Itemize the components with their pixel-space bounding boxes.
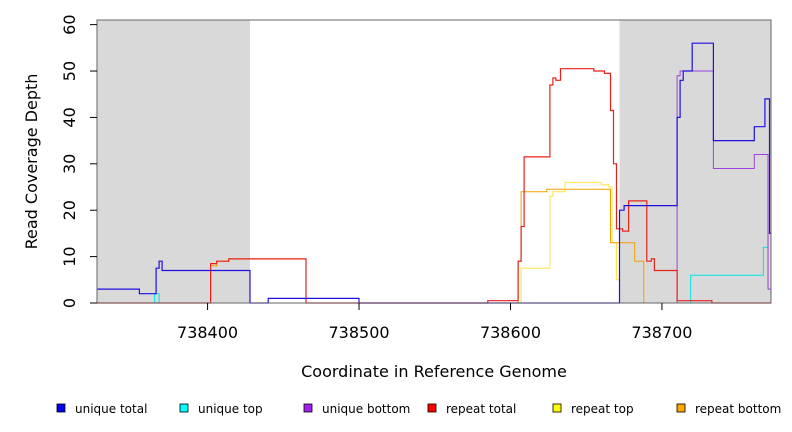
legend-item-repeat-bottom: repeat bottom	[676, 402, 781, 416]
y-tick-label: 30	[60, 154, 79, 174]
y-axis: 0 10 20 30 40 50 60	[60, 14, 97, 308]
plot-frame	[96, 19, 772, 304]
legend-swatch	[303, 403, 313, 413]
legend: unique total unique top unique bottom repea…	[56, 402, 781, 416]
legend-label: unique top	[198, 402, 263, 416]
series-line-repeat-top	[97, 181, 771, 304]
y-tick-label: 0	[60, 298, 79, 308]
x-tick-label: 738600	[480, 323, 541, 342]
y-axis-title: Read Coverage Depth	[22, 74, 41, 250]
shaded-region-2	[619, 20, 771, 303]
x-tick-label: 738700	[631, 323, 692, 342]
legend-label: unique total	[75, 402, 147, 416]
legend-item-unique-top: unique top	[179, 402, 263, 416]
shaded-region-1	[97, 20, 250, 303]
legend-label: repeat top	[571, 402, 634, 416]
shaded-regions	[97, 20, 771, 303]
x-axis-title: Coordinate in Reference Genome	[301, 362, 567, 381]
legend-item-repeat-top: repeat top	[552, 402, 634, 416]
y-tick-label: 60	[60, 14, 79, 34]
y-tick-label: 40	[60, 107, 79, 127]
legend-item-unique-bottom: unique bottom	[303, 402, 410, 416]
legend-swatch	[676, 403, 686, 413]
x-tick-label: 738400	[177, 323, 238, 342]
legend-swatch	[56, 403, 66, 413]
legend-label: unique bottom	[322, 402, 410, 416]
legend-label: repeat bottom	[695, 402, 781, 416]
legend-label: repeat total	[446, 402, 516, 416]
legend-item-unique-total: unique total	[56, 402, 147, 416]
series-line-unique-total	[97, 42, 771, 304]
x-axis: 738400 738500 738600 738700	[177, 303, 692, 342]
legend-item-repeat-total: repeat total	[427, 402, 516, 416]
y-tick-label: 50	[60, 61, 79, 81]
y-tick-label: 20	[60, 200, 79, 220]
legend-swatch	[179, 403, 189, 413]
legend-swatch	[552, 403, 562, 413]
legend-swatch	[427, 403, 437, 413]
x-tick-label: 738500	[328, 323, 389, 342]
y-tick-label: 10	[60, 246, 79, 266]
